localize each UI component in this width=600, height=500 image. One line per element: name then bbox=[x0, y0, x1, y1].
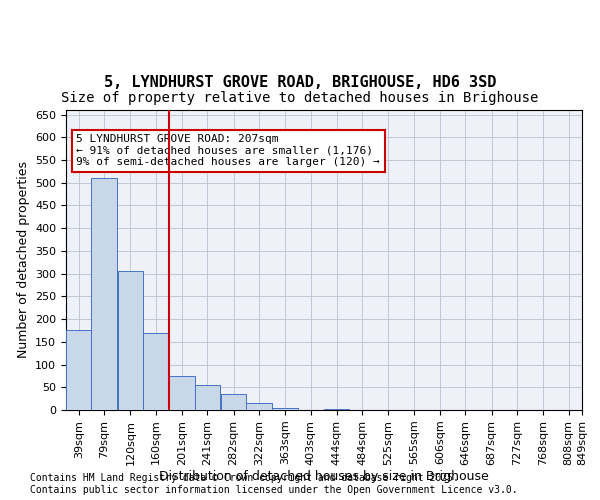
Bar bbox=[221, 394, 246, 410]
Bar bbox=[66, 330, 91, 410]
X-axis label: Distribution of detached houses by size in Brighouse: Distribution of detached houses by size … bbox=[159, 470, 489, 484]
Bar bbox=[169, 376, 194, 410]
Bar bbox=[118, 272, 143, 410]
Bar bbox=[143, 332, 169, 410]
Bar bbox=[91, 178, 117, 410]
Bar bbox=[324, 408, 349, 410]
Text: 5, LYNDHURST GROVE ROAD, BRIGHOUSE, HD6 3SD: 5, LYNDHURST GROVE ROAD, BRIGHOUSE, HD6 … bbox=[104, 75, 496, 90]
Text: Size of property relative to detached houses in Brighouse: Size of property relative to detached ho… bbox=[61, 91, 539, 105]
Text: Contains HM Land Registry data © Crown copyright and database right 2025.
Contai: Contains HM Land Registry data © Crown c… bbox=[30, 474, 518, 495]
Bar bbox=[272, 408, 298, 410]
Text: 5 LYNDHURST GROVE ROAD: 207sqm
← 91% of detached houses are smaller (1,176)
9% o: 5 LYNDHURST GROVE ROAD: 207sqm ← 91% of … bbox=[76, 134, 380, 167]
Y-axis label: Number of detached properties: Number of detached properties bbox=[17, 162, 29, 358]
Bar bbox=[194, 385, 220, 410]
Bar bbox=[246, 403, 272, 410]
